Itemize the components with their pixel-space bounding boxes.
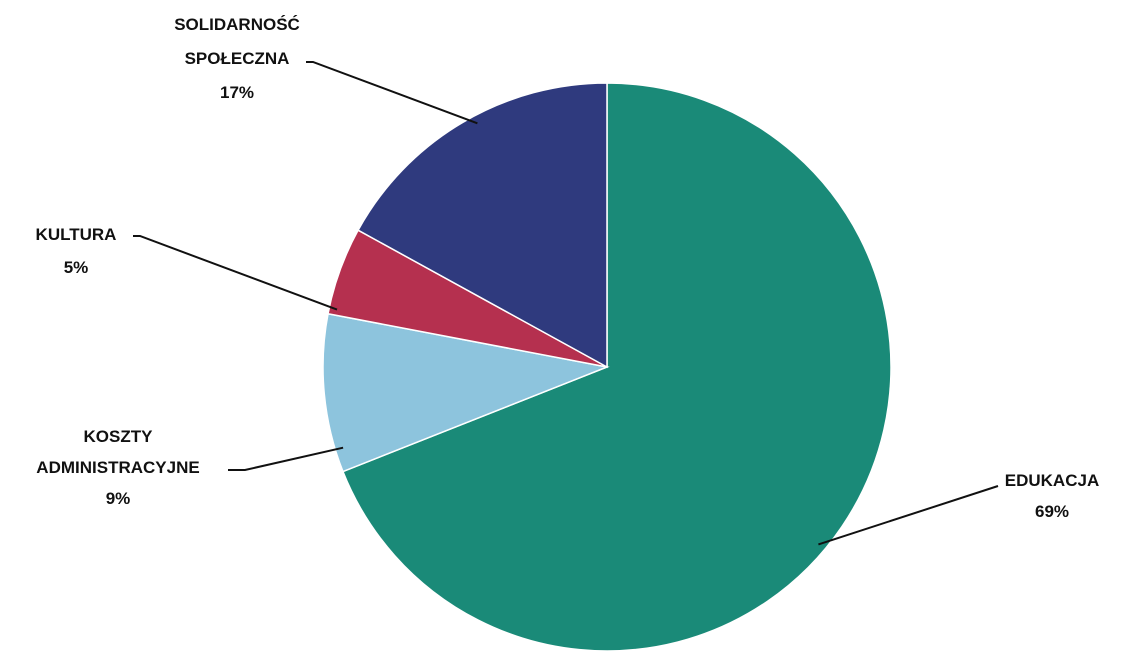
leader-line-koszty-administracyjne [228, 446, 344, 471]
pie-slice-edukacja [341, 82, 892, 652]
slice-name-solidarnosc-line2: SPOŁECZNA [185, 49, 290, 68]
pie-slices [322, 82, 892, 652]
leader-lines [133, 61, 999, 546]
pie-slice-koszty-administracyjne [322, 312, 610, 473]
label-edukacja: EDUKACJA 69% [1005, 471, 1099, 521]
slice-percent-solidarnosc: 17% [220, 83, 254, 102]
leader-line-solidarnosc-spoleczna [306, 61, 478, 125]
slice-name-edukacja: EDUKACJA [1005, 471, 1099, 490]
label-kultura: KULTURA 5% [36, 225, 117, 277]
slice-name-koszty-line2: ADMINISTRACYJNE [36, 458, 199, 477]
slice-name-solidarnosc-line1: SOLIDARNOŚĆ [174, 15, 300, 34]
leader-line-kultura [133, 235, 338, 311]
slice-percent-kultura: 5% [64, 258, 89, 277]
pie-slice-solidarnosc-spoleczna [357, 82, 608, 369]
label-koszty-administracyjne: KOSZTY ADMINISTRACYJNE 9% [36, 427, 199, 508]
label-solidarnosc-spoleczna: SOLIDARNOŚĆ SPOŁECZNA 17% [174, 15, 300, 102]
slice-percent-edukacja: 69% [1035, 502, 1069, 521]
slice-name-koszty-line1: KOSZTY [84, 427, 154, 446]
leader-line-edukacja [818, 485, 999, 546]
slice-percent-koszty: 9% [106, 489, 131, 508]
slice-name-kultura: KULTURA [36, 225, 117, 244]
